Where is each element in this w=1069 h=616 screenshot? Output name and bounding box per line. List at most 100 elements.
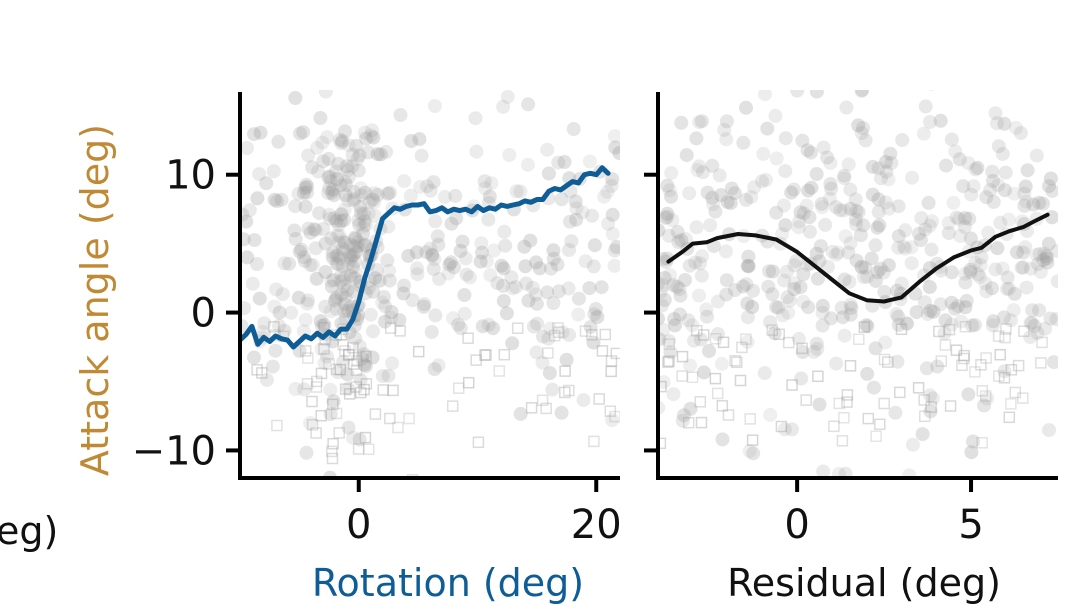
- scatter-point: [717, 122, 732, 137]
- scatter-point: [791, 331, 806, 346]
- scatter-point: [442, 257, 457, 272]
- scatter-point: [301, 148, 316, 163]
- scatter-point: [729, 354, 741, 367]
- scatter-point: [1018, 240, 1033, 255]
- scatter-point: [999, 331, 1011, 344]
- scatter-point: [874, 418, 886, 431]
- scatter-point: [688, 255, 703, 270]
- scatter-point: [898, 223, 913, 238]
- scatter-point: [918, 222, 933, 237]
- scatter-point: [336, 273, 350, 287]
- scatter-point: [933, 325, 945, 338]
- scatter-point: [605, 226, 620, 241]
- scatter-point: [384, 310, 399, 325]
- scatter-point: [778, 218, 793, 233]
- scatter-point: [780, 290, 795, 305]
- scatter-point: [719, 273, 734, 288]
- scatter-point: [675, 413, 690, 428]
- scatter-point: [368, 271, 383, 286]
- scatter-point: [709, 372, 722, 385]
- scatter-point: [269, 282, 284, 297]
- scatter-point: [582, 281, 597, 296]
- scatter-point: [766, 324, 778, 336]
- scatter-point: [663, 355, 675, 367]
- scatter-point: [802, 210, 817, 225]
- scatter-point: [358, 359, 373, 373]
- scatter-point: [380, 253, 395, 268]
- scatter-point: [714, 188, 728, 203]
- scatter-point: [482, 189, 497, 204]
- scatter-point: [583, 320, 598, 335]
- scatter-point: [326, 182, 341, 197]
- scatter-point: [367, 195, 382, 210]
- scatter-point: [724, 181, 739, 196]
- scatter-point: [382, 263, 397, 278]
- scatter-point: [921, 195, 936, 210]
- scatter-point: [782, 336, 795, 349]
- scatter-point: [329, 291, 344, 306]
- scatter-point: [841, 245, 856, 260]
- scatter-point: [600, 184, 615, 199]
- scatter-point: [711, 387, 724, 400]
- scatter-point: [423, 183, 438, 198]
- scatter-point: [990, 241, 1005, 256]
- scatter-point: [610, 347, 620, 360]
- scatter-point: [734, 374, 747, 387]
- scatter-point: [301, 293, 315, 308]
- scatter-point: [765, 287, 780, 302]
- scatter-point: [851, 118, 866, 133]
- scatter-point: [303, 258, 318, 273]
- scatter-point: [904, 240, 919, 255]
- scatter-point: [590, 310, 605, 324]
- scatter-point: [736, 341, 748, 354]
- scatter-point: [839, 100, 854, 115]
- scatter-point: [695, 416, 708, 429]
- scatter-point: [662, 183, 677, 198]
- scatter-point: [944, 400, 957, 412]
- scatter-point: [607, 46, 621, 60]
- scatter-point: [291, 186, 306, 201]
- scatter-point: [357, 125, 372, 140]
- scatter-point: [546, 243, 561, 258]
- scatter-point: [259, 176, 274, 191]
- scatter-point: [346, 260, 360, 274]
- scatter-point: [412, 345, 425, 358]
- scatter-point: [329, 213, 344, 228]
- scatter-point: [315, 367, 328, 380]
- scatter-point: [536, 394, 549, 407]
- scatter-point: [1010, 245, 1024, 260]
- scatter-point: [769, 300, 784, 314]
- scatter-point: [660, 206, 675, 221]
- scatter-point: [681, 313, 696, 328]
- scatter-point: [895, 323, 908, 336]
- scatter-point: [853, 228, 868, 243]
- scatter-point: [365, 192, 380, 207]
- scatter-point: [481, 212, 496, 227]
- scatter-point: [609, 410, 620, 423]
- scatter-point: [453, 321, 468, 336]
- scatter-point: [747, 180, 762, 195]
- scatter-point: [498, 238, 513, 253]
- scatter-point: [658, 298, 669, 313]
- scatter-point: [972, 270, 987, 284]
- scatter-point: [329, 248, 344, 263]
- scatter-point: [474, 236, 489, 251]
- scatter-point: [240, 214, 254, 229]
- scatter-point: [608, 140, 620, 155]
- scatter-point: [777, 273, 792, 288]
- scatter-point: [357, 237, 372, 252]
- scatter-point: [870, 220, 885, 235]
- scatter-point: [346, 247, 361, 262]
- scatter-point: [380, 186, 395, 201]
- scatter-point: [609, 240, 620, 254]
- scatter-point: [586, 259, 601, 274]
- scatter-point: [419, 245, 434, 260]
- scatter-point: [702, 68, 716, 82]
- scatter-point: [366, 284, 381, 299]
- scatter-point: [545, 382, 560, 397]
- scatter-point: [658, 437, 667, 450]
- scatter-point: [288, 199, 303, 214]
- scatter-point: [298, 181, 313, 195]
